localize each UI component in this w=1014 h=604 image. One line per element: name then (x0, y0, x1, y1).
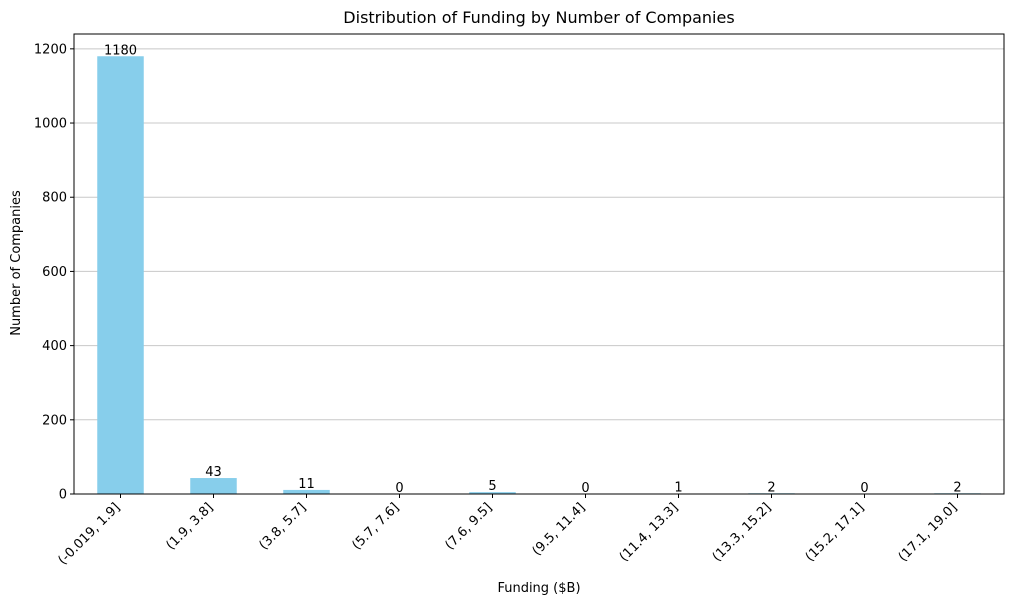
x-tick-label: (17.1, 19.0] (896, 500, 961, 565)
x-tick-label: (-0.019, 1.9] (55, 500, 123, 568)
bar (190, 478, 237, 494)
bar-value-label: 11 (298, 477, 315, 492)
x-tick-label: (7.6, 9.5] (442, 500, 495, 553)
axes-frame (73, 33, 1005, 495)
x-tick-label: (15.2, 17.1] (803, 500, 868, 565)
y-axis-label: Number of Companies (9, 190, 24, 336)
y-tick-label: 200 (42, 413, 67, 428)
y-ticks: 0 200 400 600 800 1000 1200 (34, 42, 74, 503)
plot-frame (73, 33, 1005, 495)
y-tick-label: 600 (42, 265, 67, 280)
x-tick-label: (13.3, 15.2] (710, 500, 775, 565)
x-tick-label: (3.8, 5.7] (256, 500, 309, 553)
bars (97, 56, 981, 495)
x-tick-label: (11.4, 13.3] (617, 500, 682, 565)
y-tick-label: 0 (59, 488, 67, 503)
y-tick-label: 1200 (34, 42, 67, 57)
x-tick-label: (1.9, 3.8] (163, 500, 216, 553)
bar-value-label: 0 (395, 481, 403, 496)
y-tick-label: 1000 (34, 117, 67, 132)
x-ticks: (-0.019, 1.9] (1.9, 3.8] (3.8, 5.7] (5.7, 7… (55, 494, 960, 568)
bar-value-label: 5 (488, 479, 496, 494)
x-axis-label: Funding ($B) (497, 581, 580, 596)
y-tick-label: 400 (42, 339, 67, 354)
bar-value-label: 2 (953, 480, 961, 495)
bar (283, 489, 330, 494)
y-tick-label: 800 (42, 191, 67, 206)
bar-value-label: 1180 (104, 43, 137, 58)
bar-value-label: 0 (860, 481, 868, 496)
bar-value-labels: 1180 43 11 0 5 0 1 2 0 2 (104, 43, 962, 496)
chart-title: Distribution of Funding by Number of Com… (343, 8, 734, 27)
bar (469, 492, 516, 494)
y-gridlines (74, 48, 1004, 495)
x-tick-label: (9.5, 11.4] (530, 500, 589, 559)
bar-value-label: 1 (674, 481, 682, 496)
bar-value-label: 0 (581, 481, 589, 496)
bar (97, 56, 144, 495)
bar-value-label: 2 (767, 480, 775, 495)
x-tick-label: (5.7, 7.6] (349, 500, 402, 553)
bar-value-label: 43 (205, 465, 222, 480)
